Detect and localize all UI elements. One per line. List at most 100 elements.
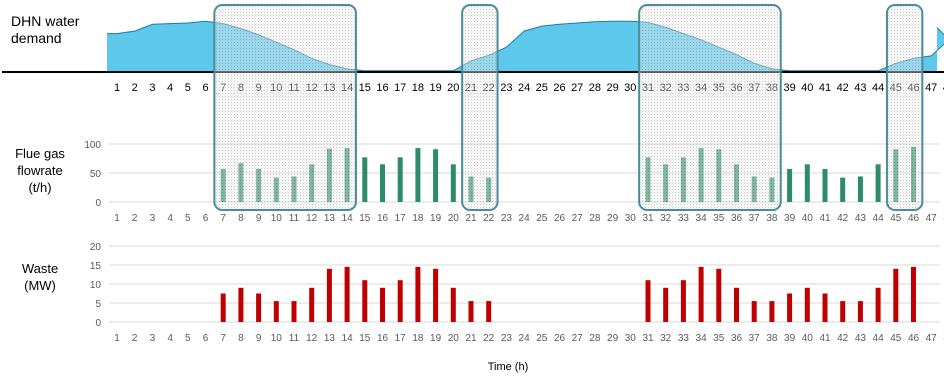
waste-x-tick-label: 32 [660,333,672,344]
top-x-tick-label: 25 [536,82,548,94]
waste-bar [415,267,420,322]
top-x-tick-label: 28 [589,82,601,94]
waste-x-tick-label: 29 [607,333,619,344]
flowrate-bar [805,164,810,202]
flowrate-x-tick-label: 3 [150,213,156,224]
top-x-tick-label: 2 [132,82,138,94]
flowrate-x-tick-label: 36 [731,213,743,224]
waste-x-tick-label: 37 [749,333,761,344]
waste-ylabel-line: Waste [22,261,58,276]
flowrate-x-tick-label: 39 [784,213,796,224]
waste-bar [309,288,314,322]
flowrate-ylabel-line: flowrate [17,163,63,178]
waste-x-tick-label: 43 [855,333,867,344]
flowrate-x-tick-label: 47 [926,213,938,224]
waste-x-tick-label: 40 [802,333,814,344]
dhn-ylabel-line: demand [11,30,62,46]
waste-x-tick-label: 44 [873,333,885,344]
waste-x-tick-label: 38 [766,333,778,344]
waste-bar [256,294,261,323]
waste-bar [469,301,474,322]
waste-bar [734,288,739,322]
flowrate-bar [362,157,367,202]
flowrate-x-tick-label: 4 [167,213,173,224]
flowrate-x-tick-label: 27 [572,213,584,224]
waste-bar [805,288,810,322]
waste-bar [327,269,332,322]
waste-bar [486,301,491,322]
waste-bar [345,267,350,322]
waste-bar [433,269,438,322]
flowrate-x-tick-label: 13 [324,213,336,224]
waste-bar [274,301,279,322]
waste-bar [362,280,367,322]
flowrate-x-tick-label: 6 [203,213,209,224]
waste-bar [716,269,721,322]
waste-x-tick-label: 2 [132,333,138,344]
flowrate-y-tick-label: 100 [84,140,101,151]
waste-y-tick-label: 0 [95,318,101,329]
flowrate-bar [398,157,403,202]
waste-x-tick-label: 33 [678,333,690,344]
dhn-ylabel-line: DHN water [11,13,80,29]
top-x-tick-label: 24 [518,82,530,94]
waste-bar [840,301,845,322]
waste-x-tick-label: 39 [784,333,796,344]
flowrate-x-tick-label: 38 [766,213,778,224]
flowrate-x-tick-label: 24 [519,213,531,224]
flowrate-x-tick-label: 37 [749,213,761,224]
flowrate-y-tick-label: 50 [90,169,102,180]
highlight-box [887,5,922,210]
waste-x-tick-label: 11 [289,333,300,344]
waste-bar [663,288,668,322]
waste-x-tick-label: 13 [324,333,336,344]
waste-x-tick-label: 18 [412,333,424,344]
waste-x-tick-label: 16 [377,333,389,344]
waste-bar [858,301,863,322]
flowrate-ylabel-line: Flue gas [15,146,65,161]
flowrate-x-tick-label: 10 [271,213,283,224]
flowrate-x-tick-label: 32 [660,213,672,224]
waste-bar [769,301,774,322]
waste-x-tick-label: 9 [256,333,262,344]
top-x-tick-label: 26 [553,82,565,94]
waste-bar [893,269,898,322]
waste-x-tick-label: 23 [501,333,513,344]
flowrate-x-tick-label: 15 [359,213,371,224]
waste-x-tick-label: 1 [114,333,120,344]
waste-x-tick-label: 45 [890,333,902,344]
top-x-tick-label: 44 [872,82,884,94]
waste-x-tick-label: 26 [554,333,566,344]
waste-bar [646,280,651,322]
waste-x-tick-label: 46 [908,333,920,344]
waste-x-tick-label: 36 [731,333,743,344]
flowrate-x-tick-label: 18 [412,213,424,224]
waste-bar [699,267,704,322]
flowrate-ylabel-line: (t/h) [28,180,51,195]
waste-x-tick-label: 27 [572,333,584,344]
top-x-tick-label: 4 [167,82,173,94]
waste-y-tick-label: 10 [90,280,102,291]
waste-bar [752,301,757,322]
flowrate-x-tick-label: 31 [642,213,654,224]
flowrate-x-tick-label: 43 [855,213,867,224]
top-x-tick-label: 43 [854,82,866,94]
flowrate-x-tick-label: 28 [589,213,601,224]
waste-x-tick-label: 15 [359,333,371,344]
waste-bar [292,301,297,322]
waste-x-tick-label: 41 [819,333,831,344]
waste-x-tick-label: 7 [220,333,226,344]
flowrate-x-tick-label: 17 [395,213,407,224]
top-x-tick-label: 18 [412,82,424,94]
top-x-tick-label: 17 [394,82,406,94]
waste-bar [451,288,456,322]
waste-x-tick-label: 14 [342,333,354,344]
flowrate-x-tick-label: 9 [256,213,262,224]
waste-x-tick-label: 21 [465,333,477,344]
flowrate-x-tick-label: 14 [342,213,354,224]
top-x-tick-label: 19 [429,82,441,94]
waste-bar [787,294,792,323]
waste-x-tick-label: 8 [238,333,244,344]
waste-x-tick-label: 4 [167,333,173,344]
flowrate-x-tick-label: 40 [802,213,814,224]
